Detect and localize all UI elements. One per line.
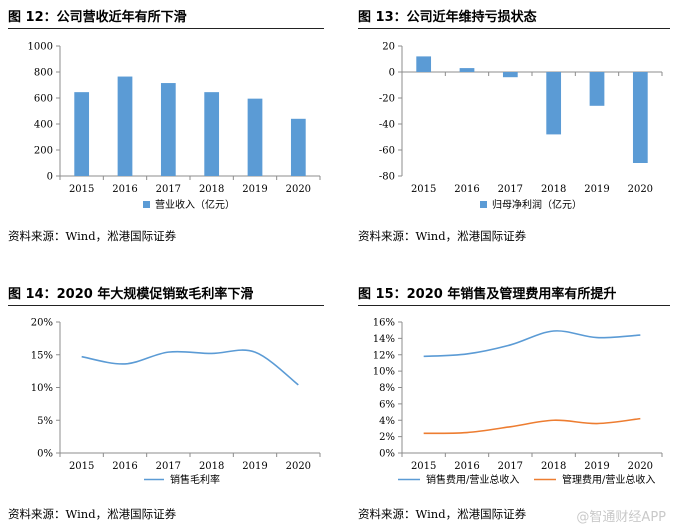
x-tick-label: 2015 — [69, 461, 94, 472]
y-tick-label: 6% — [379, 399, 395, 410]
source-note: 资料来源：Wind，淞港国际证券 — [8, 507, 177, 521]
y-tick-label: 800 — [34, 68, 53, 79]
source-note: 资料来源：Wind，淞港国际证券 — [358, 229, 527, 243]
x-tick-label: 2015 — [411, 184, 436, 195]
x-tick-label: 2018 — [199, 461, 224, 472]
legend-label: 销售毛利率 — [170, 473, 220, 486]
y-tick-label: 5% — [37, 416, 53, 427]
x-tick-label: 2019 — [584, 184, 609, 195]
x-tick-label: 2017 — [498, 461, 523, 472]
x-tick-label: 2018 — [199, 184, 224, 195]
bar — [290, 118, 306, 176]
x-tick-label: 2020 — [286, 184, 311, 195]
x-tick-label: 2016 — [112, 461, 137, 472]
chart-expense-ratios: 0% 2% 4% 6% 8% 10% 12% 14% 16% 2015 2016 2017 2018 20… — [373, 318, 663, 486]
x-tick-label: 2016 — [112, 184, 137, 195]
x-tick-label: 2015 — [69, 184, 94, 195]
y-tick-label: 10% — [373, 367, 395, 378]
watermark: @智通财经APP — [576, 510, 666, 525]
y-tick-label: 400 — [34, 120, 53, 131]
y-tick-label: 0% — [37, 449, 53, 460]
legend-label: 归母净利润（亿元） — [492, 198, 582, 211]
y-tick-label: 1000 — [28, 42, 53, 53]
legend-label: 营业收入（亿元） — [155, 198, 235, 211]
legend-label: 管理费用/营业总收入 — [562, 473, 655, 486]
bar — [546, 72, 562, 135]
title-rule — [8, 305, 324, 306]
legend-swatch — [143, 201, 150, 208]
y-tick-label: 16% — [373, 318, 395, 329]
y-tick-label: 0% — [379, 449, 395, 460]
y-tick-label: -60 — [379, 146, 395, 157]
series-line — [81, 349, 299, 386]
y-tick-label: 4% — [379, 416, 395, 427]
chart-title-fig15: 图 15：2020 年销售及管理费用率有所提升 — [358, 287, 617, 302]
x-tick-label: 2016 — [454, 184, 479, 195]
bar — [459, 68, 475, 72]
y-tick-label: 0 — [47, 172, 53, 183]
bar — [204, 92, 220, 176]
chart-revenue: 0 200 400 600 800 1000 2015 2016 2017 2018 2019 202… — [28, 42, 321, 211]
y-tick-label: 10% — [31, 383, 53, 394]
x-tick-label: 2015 — [411, 461, 436, 472]
x-tick-label: 2017 — [156, 461, 181, 472]
y-tick-label: 8% — [379, 383, 395, 394]
chart-title-fig13: 图 13：公司近年维持亏损状态 — [358, 10, 537, 25]
y-tick-label: 2% — [379, 432, 395, 443]
x-tick-label: 2018 — [541, 184, 566, 195]
y-tick-label: 15% — [31, 350, 53, 361]
y-tick-label: 14% — [373, 334, 395, 345]
y-tick-label: 200 — [34, 146, 53, 157]
legend-label: 销售费用/营业总收入 — [426, 473, 519, 486]
legend-swatch — [480, 201, 487, 208]
source-note: 资料来源：Wind，淞港国际证券 — [358, 507, 527, 521]
y-tick-label: 12% — [373, 350, 395, 361]
series-line — [423, 417, 641, 435]
y-tick-label: -20 — [379, 94, 395, 105]
title-rule — [358, 305, 670, 306]
title-rule — [358, 28, 670, 29]
x-tick-label: 2020 — [628, 184, 653, 195]
source-note: 资料来源：Wind，淞港国际证券 — [8, 229, 177, 243]
x-tick-label: 2019 — [584, 461, 609, 472]
bar — [74, 92, 90, 176]
bar — [632, 72, 648, 163]
bar — [160, 83, 176, 176]
bar — [502, 72, 518, 78]
chart-net-profit: -80 -60 -40 -20 0 20 2015 2016 2017 2018 2019 2020 归… — [379, 42, 663, 211]
series-line — [423, 330, 641, 358]
x-tick-label: 2017 — [156, 184, 181, 195]
x-tick-label: 2020 — [628, 461, 653, 472]
x-tick-label: 2019 — [242, 184, 267, 195]
y-tick-label: 20% — [31, 318, 53, 329]
x-tick-label: 2017 — [498, 184, 523, 195]
title-rule — [8, 28, 324, 29]
x-tick-label: 2020 — [286, 461, 311, 472]
x-tick-label: 2018 — [541, 461, 566, 472]
y-tick-label: 0 — [389, 68, 395, 79]
chart-gross-margin: 0% 5% 10% 15% 20% 2015 2016 2017 2018 2019 2020 销售毛… — [31, 318, 321, 486]
y-tick-label: 20 — [382, 42, 395, 53]
bar — [416, 56, 432, 72]
bar — [247, 98, 263, 176]
y-tick-label: -80 — [379, 172, 395, 183]
x-tick-label: 2019 — [242, 461, 267, 472]
x-tick-label: 2016 — [454, 461, 479, 472]
y-tick-label: -40 — [379, 120, 395, 131]
bar — [589, 72, 605, 106]
y-tick-label: 600 — [34, 94, 53, 105]
chart-title-fig14: 图 14：2020 年大规模促销致毛利率下滑 — [8, 287, 254, 302]
chart-title-fig12: 图 12：公司营收近年有所下滑 — [8, 10, 187, 25]
bar — [117, 76, 133, 176]
